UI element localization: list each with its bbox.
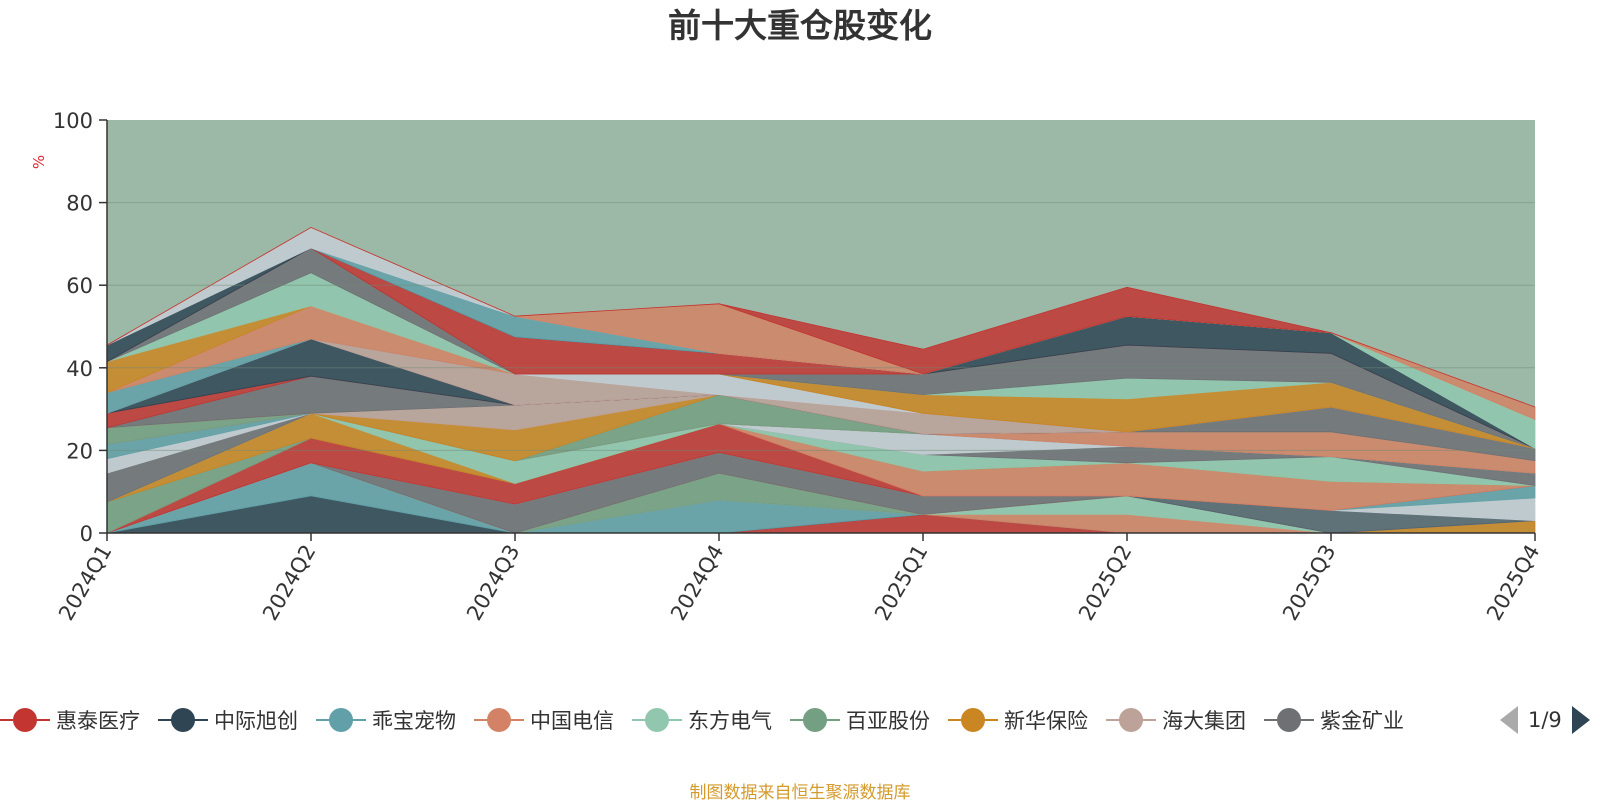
y-tick-label: 60: [66, 274, 93, 298]
y-tick-label: 100: [53, 109, 93, 133]
legend-marker-icon: [948, 708, 998, 732]
x-tick-label: 2024Q2: [258, 541, 320, 625]
legend-next-arrow-icon[interactable]: [1571, 706, 1590, 734]
x-tick-label: 2025Q1: [870, 541, 932, 625]
legend-marker-icon: [1106, 708, 1156, 732]
legend-marker-icon: [474, 708, 524, 732]
area-series-41[interactable]: [106, 226, 1536, 408]
stacked-areas: [106, 226, 1536, 534]
legend-prev-arrow-icon[interactable]: [1500, 706, 1518, 734]
x-tick-label: 2025Q4: [1482, 541, 1544, 625]
y-tick-label: 20: [66, 439, 93, 463]
legend-page-indicator: 1/9: [1528, 708, 1562, 732]
x-tick-label: 2024Q3: [462, 541, 524, 625]
legend-item[interactable]: 中际旭创: [158, 702, 298, 738]
legend-item-label: 新华保险: [1004, 709, 1088, 733]
legend-marker-icon: [632, 708, 682, 732]
source-footnote: 制图数据来自恒生聚源数据库: [689, 783, 911, 803]
legend-item-label: 乖宝宠物: [372, 709, 456, 733]
legend-marker-icon: [0, 708, 50, 732]
legend-item-label: 百亚股份: [846, 709, 930, 733]
x-tick-label: 2024Q1: [54, 541, 116, 625]
legend-item[interactable]: 中国电信: [474, 702, 614, 738]
legend-marker-icon: [316, 708, 366, 732]
legend-pager: 1/9: [1500, 702, 1590, 738]
y-tick-label: 40: [66, 357, 93, 381]
legend-item[interactable]: 东方电气: [632, 702, 772, 738]
legend-item[interactable]: 紫金矿业: [1264, 702, 1404, 738]
legend: 惠泰医疗 中际旭创 乖宝宠物 中国电信 东方电气 百亚股份 新华保险 海大集团 紫金矿业 1/9: [0, 702, 1600, 738]
y-tick-label: 0: [80, 522, 93, 546]
y-gridlines: [107, 202, 1535, 451]
legend-item[interactable]: 乖宝宠物: [316, 702, 456, 738]
legend-marker-icon: [158, 708, 208, 732]
legend-items: 惠泰医疗 中际旭创 乖宝宠物 中国电信 东方电气 百亚股份 新华保险 海大集团 紫金矿业: [0, 702, 1470, 738]
legend-item[interactable]: 惠泰医疗: [0, 702, 140, 738]
legend-item-label: 紫金矿业: [1320, 709, 1404, 733]
legend-marker-icon: [1264, 708, 1314, 732]
x-tick-label: 2025Q2: [1074, 541, 1136, 625]
legend-item-label: 东方电气: [688, 709, 772, 733]
legend-item-label: 中国电信: [530, 709, 614, 733]
x-tick-label: 2024Q4: [666, 541, 728, 625]
legend-item[interactable]: 百亚股份: [790, 702, 930, 738]
legend-marker-icon: [790, 708, 840, 732]
legend-item-label: 海大集团: [1162, 709, 1246, 733]
x-tick-label: 2025Q3: [1278, 541, 1340, 625]
legend-item[interactable]: 海大集团: [1106, 702, 1246, 738]
legend-item-label: 中际旭创: [214, 709, 298, 733]
legend-item-label: 惠泰医疗: [56, 709, 140, 733]
legend-item[interactable]: 新华保险: [948, 702, 1088, 738]
chart-title: 前十大重仓股变化: [668, 6, 932, 45]
y-tick-label: 80: [66, 192, 93, 216]
y-axis-unit-label: %: [30, 155, 48, 169]
